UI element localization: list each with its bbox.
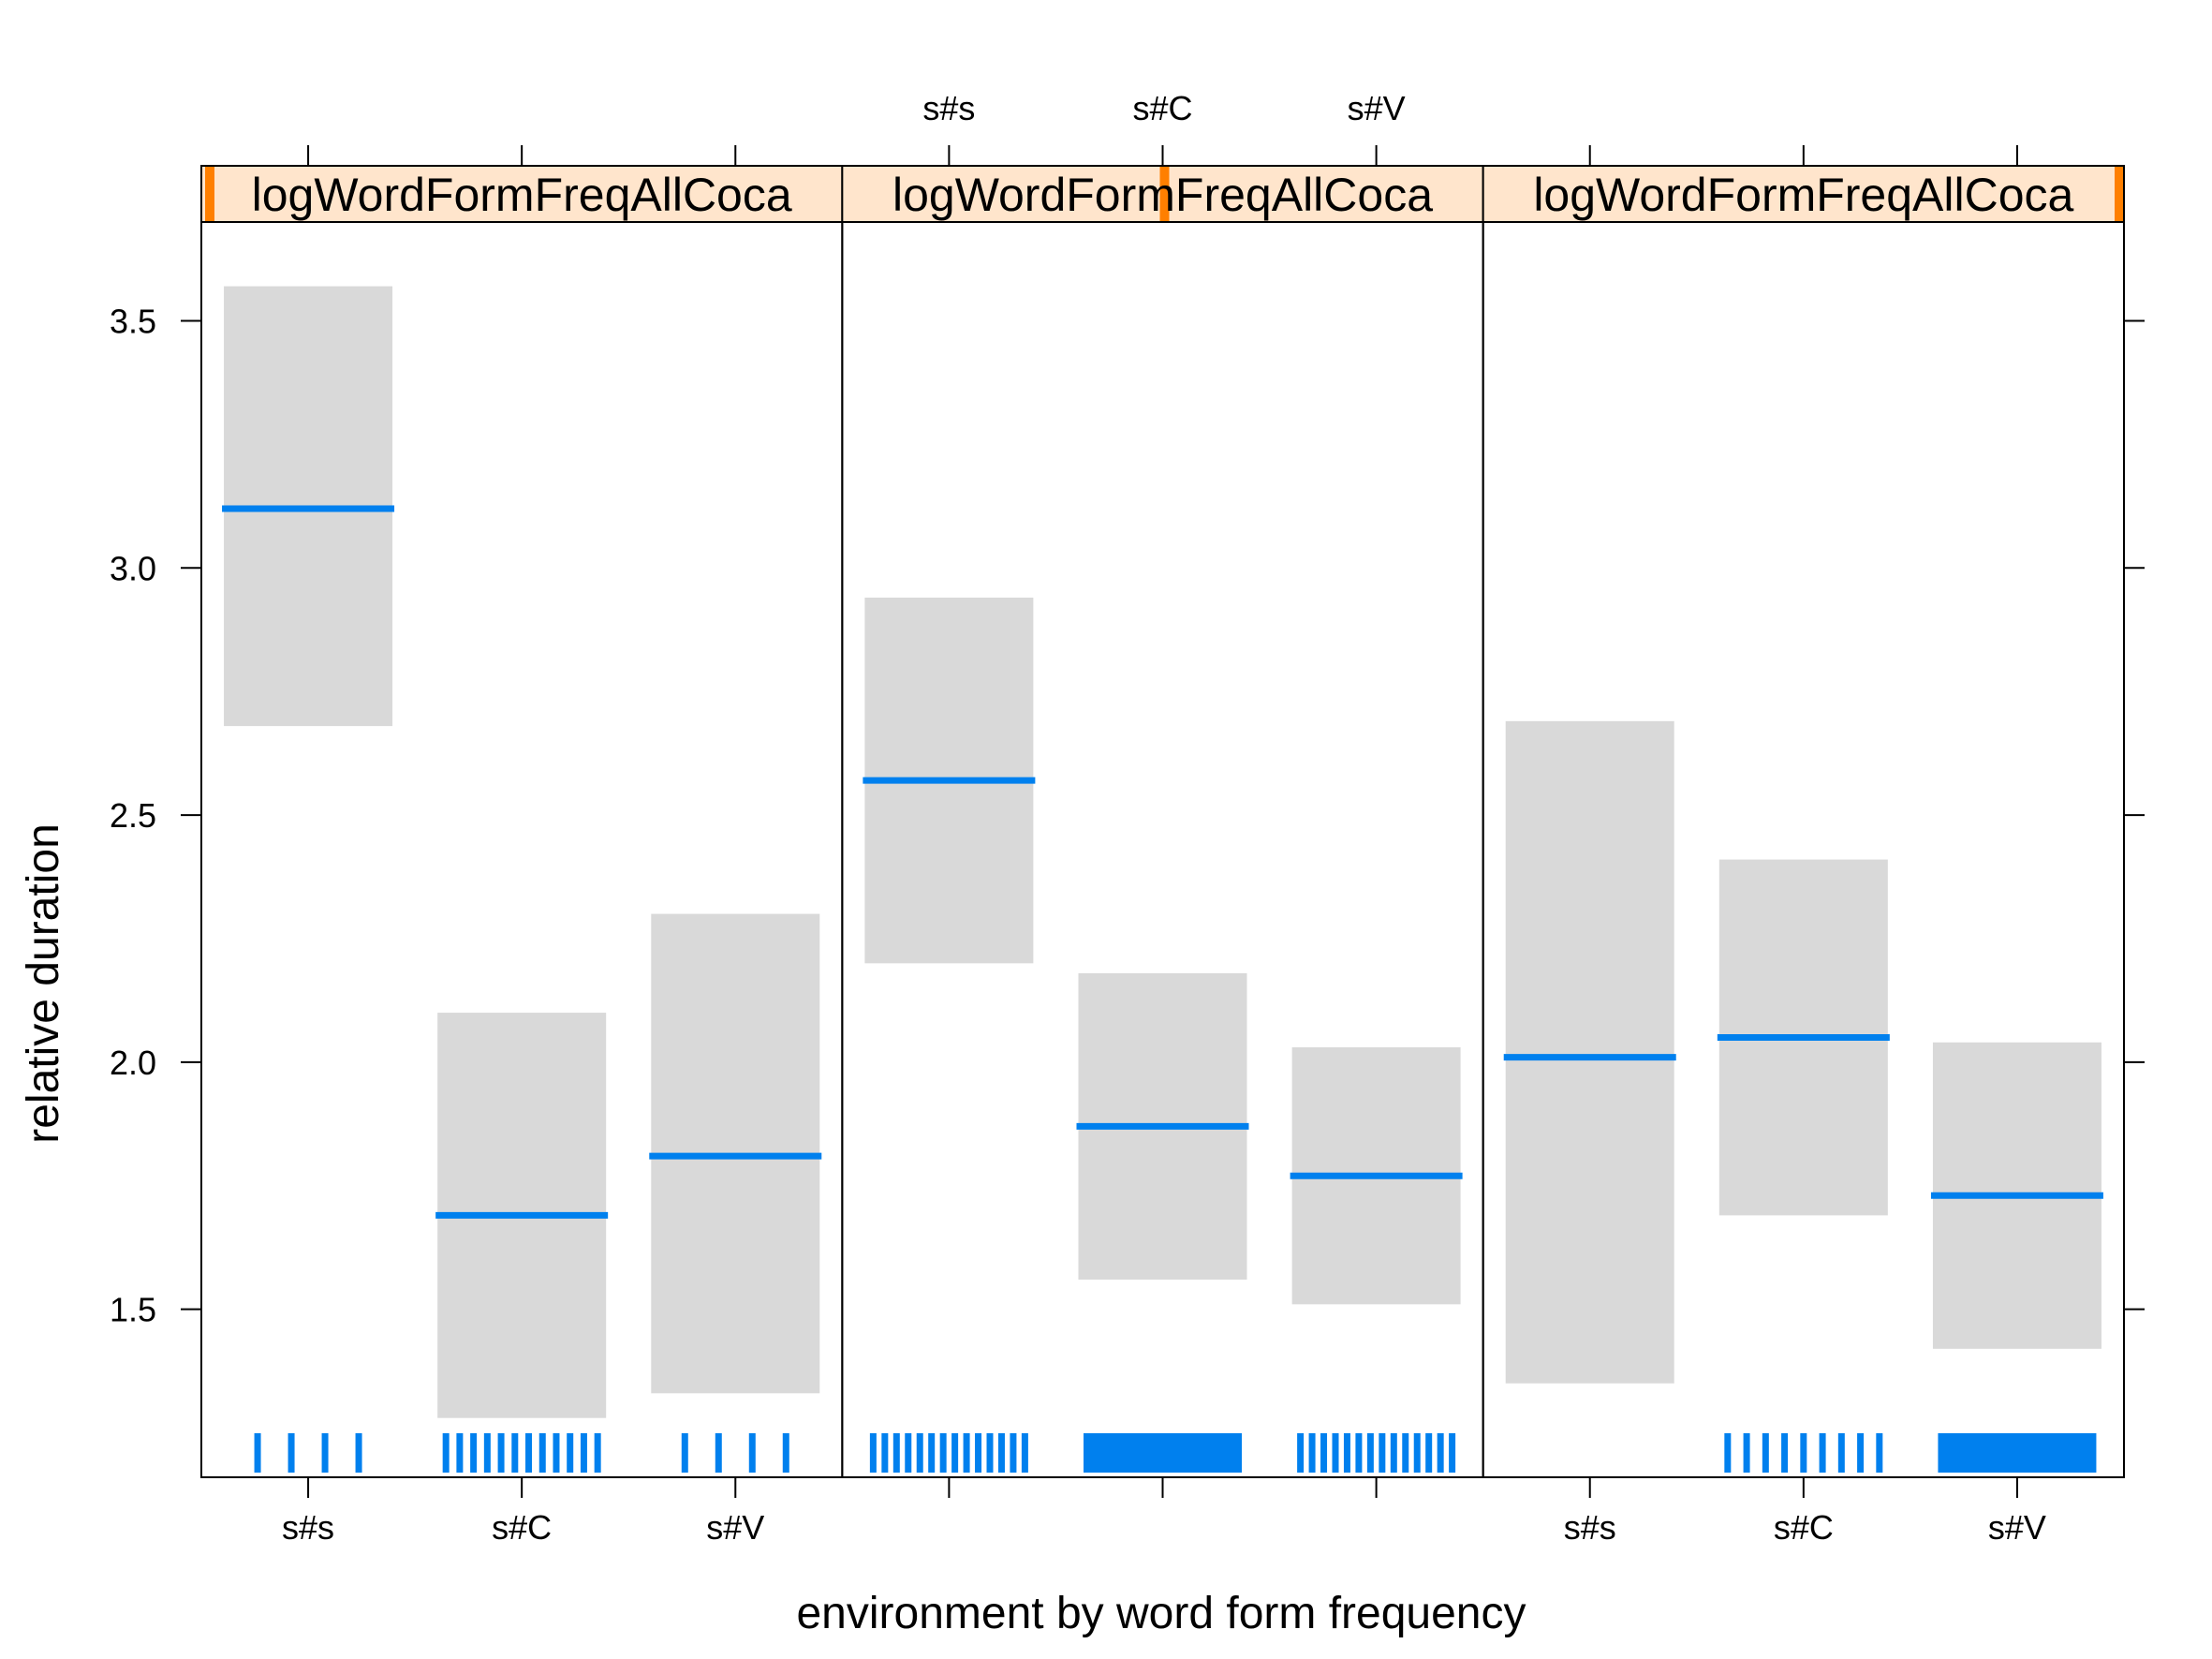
panel-2: logWordFormFreqAllCoca: [841, 165, 1484, 1478]
y-tick-label: 3.5: [110, 303, 156, 341]
x-tick-label-bottom: s#C: [1774, 1508, 1834, 1547]
panel-3: logWordFormFreqAllCoca: [1482, 165, 2125, 1478]
axes-layer: 1.5 2.0 2.5 3.0 3.5 s#s s#C s#V s#s s#C s#V s#s s#C s…: [110, 89, 2145, 1547]
x-tick-label-bottom: s#s: [1564, 1508, 1616, 1547]
strip-label: logWordFormFreqAllCoca: [252, 169, 792, 221]
x-tick-label-bottom: s#V: [1988, 1508, 2046, 1547]
x-tick-label-bottom: s#V: [706, 1508, 764, 1547]
y-axis-title: relative duration: [19, 823, 68, 1144]
x-axis-title: environment by word form frequency: [796, 1589, 1526, 1638]
y-tick-label: 2.0: [110, 1044, 156, 1082]
y-tick-label: 1.5: [110, 1291, 156, 1329]
ci-band-s#s: [1505, 720, 1674, 1384]
panel-1: logWordFormFreqAllCoca: [200, 165, 844, 1478]
strip-background: [1482, 166, 2124, 222]
strip-background: [201, 166, 843, 222]
panels-layer: logWordFormFreqAllCoca logWordFormFreqAll…: [200, 165, 2125, 1478]
y-tick-label: 2.5: [110, 796, 156, 835]
x-tick-label-top: s#V: [1348, 89, 1406, 127]
x-tick-label-top: s#C: [1132, 89, 1192, 127]
x-tick-label-bottom: s#C: [492, 1508, 552, 1547]
strip-level-indicator: [205, 166, 214, 222]
y-tick-label: 3.0: [110, 549, 156, 587]
x-tick-label-top: s#s: [922, 89, 975, 127]
strip-level-indicator: [1159, 166, 1170, 222]
strip-level-indicator: [2115, 166, 2124, 222]
strip-label: logWordFormFreqAllCoca: [1533, 169, 2073, 221]
x-tick-label-bottom: s#s: [282, 1508, 334, 1547]
strip-label: logWordFormFreqAllCoca: [892, 169, 1433, 221]
